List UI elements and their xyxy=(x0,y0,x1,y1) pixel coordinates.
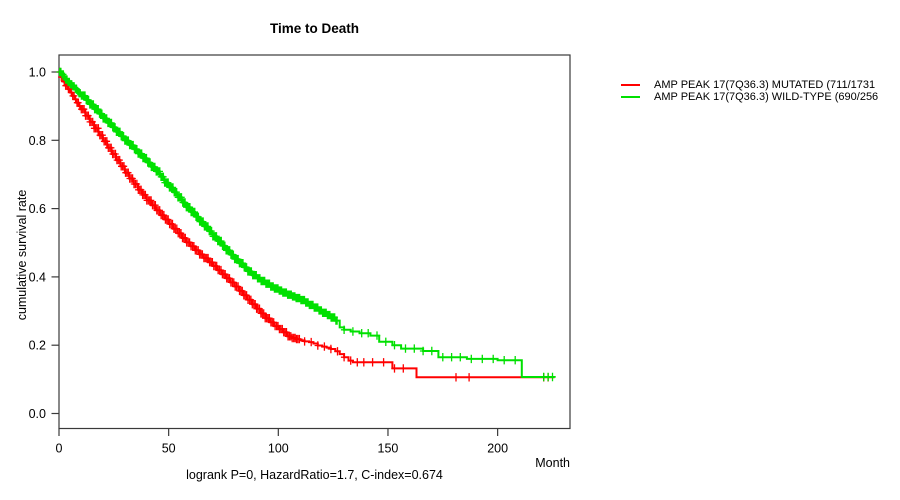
legend-label-wild-type: AMP PEAK 17(7Q36.3) WILD-TYPE (690/256 xyxy=(654,91,879,103)
censor-marks-mutated xyxy=(56,67,552,382)
y-tick-label: 0.8 xyxy=(29,134,46,148)
censor-marks-wild-type xyxy=(56,67,556,382)
page-title: Time to Death xyxy=(269,21,359,36)
y-tick-label: 0.6 xyxy=(29,202,46,216)
statistics-annotation: logrank P=0, HazardRatio=1.7, C-index=0.… xyxy=(186,468,443,482)
x-tick-label: 50 xyxy=(162,442,176,456)
y-tick-label: 1.0 xyxy=(29,66,46,80)
y-tick-label: 0.4 xyxy=(29,270,46,284)
x-tick-label: 200 xyxy=(487,442,508,456)
x-axis-label: Month xyxy=(535,456,570,470)
y-tick-label: 0.2 xyxy=(29,339,46,353)
y-tick-label: 0.0 xyxy=(29,407,46,421)
legend-label-mutated: AMP PEAK 17(7Q36.3) MUTATED (711/1731 xyxy=(654,79,876,91)
legend-line-wild-type-icon xyxy=(621,96,640,98)
x-tick-label: 100 xyxy=(268,442,289,456)
plot-frame xyxy=(58,54,571,430)
survival-curve-mutated xyxy=(59,71,555,379)
legend-item-wild-type: AMP PEAK 17(7Q36.3) WILD-TYPE (690/256 xyxy=(621,91,878,103)
legend-item-mutated: AMP PEAK 17(7Q36.3) MUTATED (711/1731 xyxy=(621,79,878,91)
x-tick-label: 0 xyxy=(56,442,63,456)
legend: AMP PEAK 17(7Q36.3) MUTATED (711/1731 AM… xyxy=(621,79,878,103)
x-tick-label: 150 xyxy=(378,442,399,456)
survival-curve-wild-type xyxy=(59,71,556,378)
legend-line-mutated-icon xyxy=(621,84,640,86)
